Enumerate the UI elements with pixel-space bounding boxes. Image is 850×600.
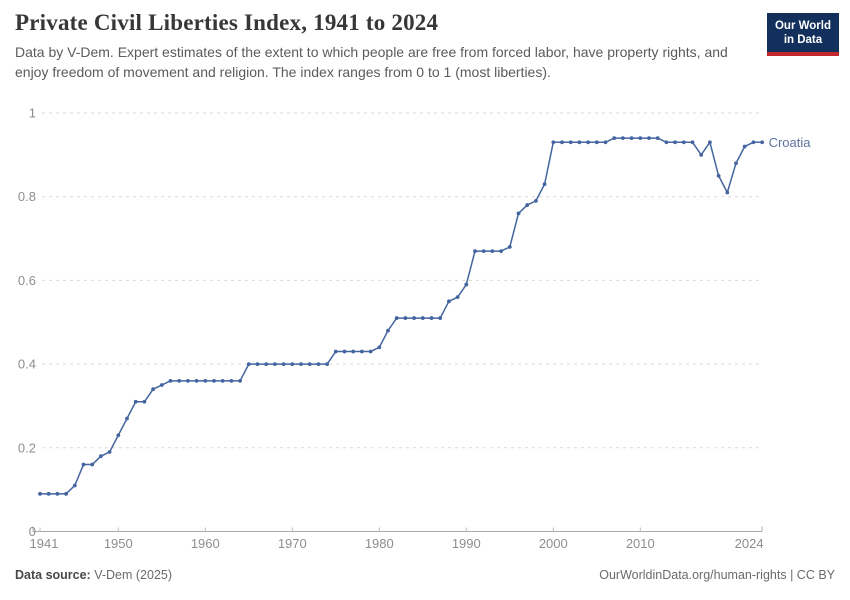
series-line <box>39 137 763 495</box>
chart-title: Private Civil Liberties Index, 1941 to 2… <box>15 10 439 35</box>
chart-header: Private Civil Liberties Index, 1941 to 2… <box>15 10 765 83</box>
svg-text:0.2: 0.2 <box>18 440 36 455</box>
credit-link[interactable]: OurWorldinData.org/human-rights <box>599 568 787 582</box>
svg-text:0: 0 <box>29 524 36 539</box>
svg-text:2010: 2010 <box>626 536 655 551</box>
owid-logo-line1: Our World <box>774 20 831 32</box>
svg-text:0.8: 0.8 <box>18 189 36 204</box>
svg-text:1950: 1950 <box>104 536 133 551</box>
svg-text:1941: 1941 <box>30 536 59 551</box>
svg-text:1960: 1960 <box>191 536 220 551</box>
svg-text:1970: 1970 <box>278 536 307 551</box>
svg-text:0.4: 0.4 <box>18 357 36 372</box>
owid-logo-line2: in Data <box>783 34 823 47</box>
svg-text:1990: 1990 <box>452 536 481 551</box>
chart-footer: Data source: V-Dem (2025) OurWorldinData… <box>15 568 835 582</box>
data-source-label: Data source: <box>15 568 91 582</box>
gridlines <box>42 112 763 449</box>
svg-text:1: 1 <box>29 106 36 121</box>
x-axis-line <box>32 526 763 532</box>
svg-text:Croatia: Croatia <box>769 135 812 150</box>
data-source: Data source: V-Dem (2025) <box>15 568 172 582</box>
x-axis-labels: 1941 1950 1960 1970 1980 1990 2000 2010 2024 <box>30 536 764 551</box>
y-axis-labels: 0 0.2 0.4 0.6 0.8 1 <box>18 106 36 540</box>
svg-text:0.6: 0.6 <box>18 273 36 288</box>
series-markers <box>38 136 764 496</box>
credit-license[interactable]: | CC BY <box>786 568 835 582</box>
svg-text:1980: 1980 <box>365 536 394 551</box>
data-source-value: V-Dem (2025) <box>90 568 173 582</box>
chart-subtitle: Data by V-Dem. Expert estimates of the e… <box>15 44 728 80</box>
owid-logo[interactable]: Our World in Data <box>766 13 839 56</box>
svg-text:2024: 2024 <box>735 536 764 551</box>
svg-text:2000: 2000 <box>539 536 568 551</box>
series-label-croatia: Croatia <box>769 135 812 150</box>
credit: OurWorldinData.org/human-rights | CC BY <box>599 568 835 582</box>
